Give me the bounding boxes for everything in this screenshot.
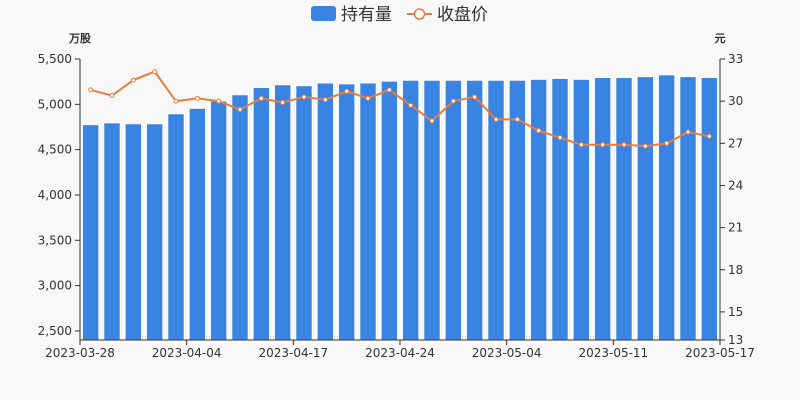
holding-bar (104, 123, 120, 340)
x-tick-label: 2023-05-17 (685, 346, 755, 360)
price-point (258, 95, 264, 101)
holding-bar (381, 81, 398, 340)
price-line (90, 70, 710, 148)
holding-bar (360, 83, 376, 340)
price-point (322, 97, 328, 103)
left-tick-label: 5,000 (38, 97, 72, 111)
right-tick-label: 21 (728, 221, 743, 235)
legend-label-price[interactable]: 收盘价 (437, 5, 488, 25)
price-point (344, 88, 350, 94)
left-tick-label: 3,500 (38, 233, 72, 247)
x-tick-label: 2023-05-04 (472, 346, 542, 360)
price-point (600, 142, 606, 148)
price-point (536, 128, 542, 134)
x-tick-label: 2023-04-17 (258, 346, 328, 360)
holding-bar (232, 95, 248, 340)
right-tick-label: 27 (728, 136, 743, 150)
price-point (386, 87, 392, 93)
right-axis-unit: 元 (715, 32, 726, 45)
x-tick-label: 2023-04-24 (365, 346, 435, 360)
x-tick-label: 2023-04-04 (152, 346, 222, 360)
left-tick-label: 4,500 (38, 143, 72, 157)
right-tick-label: 13 (728, 333, 743, 347)
price-point (365, 95, 371, 101)
holding-bar (424, 80, 440, 340)
legend-bar-swatch[interactable] (311, 6, 336, 21)
holding-bar (402, 80, 419, 340)
price-point (493, 116, 499, 122)
price-point (173, 98, 179, 104)
left-tick-label: 4,000 (38, 188, 72, 202)
legend-label-holding[interactable]: 持有量 (341, 5, 392, 25)
holding-bar (488, 80, 504, 340)
price-point (109, 93, 115, 99)
left-tick-label: 5,500 (38, 52, 72, 66)
price-point (216, 98, 222, 104)
right-tick-label: 30 (728, 94, 743, 108)
holding-bar (616, 78, 632, 340)
holding-bar (317, 83, 334, 340)
price-point (706, 133, 712, 139)
price-point (152, 69, 158, 75)
price-point (472, 94, 478, 100)
price-point (642, 143, 648, 149)
left-tick-label: 2,500 (38, 324, 72, 338)
price-point (280, 100, 286, 106)
holding-bar (552, 78, 568, 340)
holding-bar (658, 75, 675, 340)
holding-bar (637, 77, 654, 340)
price-point (450, 98, 456, 104)
price-point (301, 94, 307, 100)
holding-bar (466, 80, 483, 340)
line-layer (88, 69, 712, 149)
right-tick-label: 18 (728, 263, 743, 277)
x-tick-label: 2023-03-28 (45, 346, 115, 360)
holding-bar (210, 101, 227, 340)
holding-bar (509, 80, 526, 340)
holding-bar (125, 124, 142, 340)
holding-bar (594, 78, 611, 340)
holding-bar (296, 86, 312, 340)
price-point (429, 118, 435, 124)
holding-bar (189, 108, 206, 340)
price-point (237, 107, 243, 113)
price-point (685, 129, 691, 135)
legend-line-marker[interactable] (413, 8, 426, 20)
holding-bar (445, 80, 462, 340)
left-tick-label: 3,000 (38, 279, 72, 293)
holding-bar (680, 77, 696, 340)
holding-bar (530, 79, 547, 340)
right-tick-label: 15 (728, 305, 743, 319)
holding-bar (168, 114, 184, 340)
price-point (88, 87, 94, 93)
price-point (557, 135, 563, 141)
legend[interactable]: 持有量 收盘价 (311, 5, 488, 25)
price-point (621, 142, 627, 148)
left-axis-unit: 万股 (68, 32, 92, 45)
price-point (408, 102, 414, 108)
bars-layer (82, 75, 718, 340)
holding-bar (274, 85, 291, 340)
holding-bar (82, 125, 99, 340)
holding-bar (701, 78, 718, 340)
holding-bar (146, 124, 163, 340)
holding-bar (253, 88, 270, 340)
price-point (130, 77, 136, 83)
price-point (578, 142, 584, 148)
holding-bar (338, 84, 355, 340)
price-point (514, 116, 520, 122)
price-point (664, 140, 670, 146)
price-point (194, 95, 200, 101)
holding-bar (573, 79, 590, 340)
axes-layer: 2,500 3,000 3,500 4,000 4,500 5,000 5,500 13 15 1… (38, 52, 755, 360)
right-tick-label: 24 (728, 178, 743, 192)
x-tick-label: 2023-05-11 (578, 346, 648, 360)
right-tick-label: 33 (728, 52, 743, 66)
